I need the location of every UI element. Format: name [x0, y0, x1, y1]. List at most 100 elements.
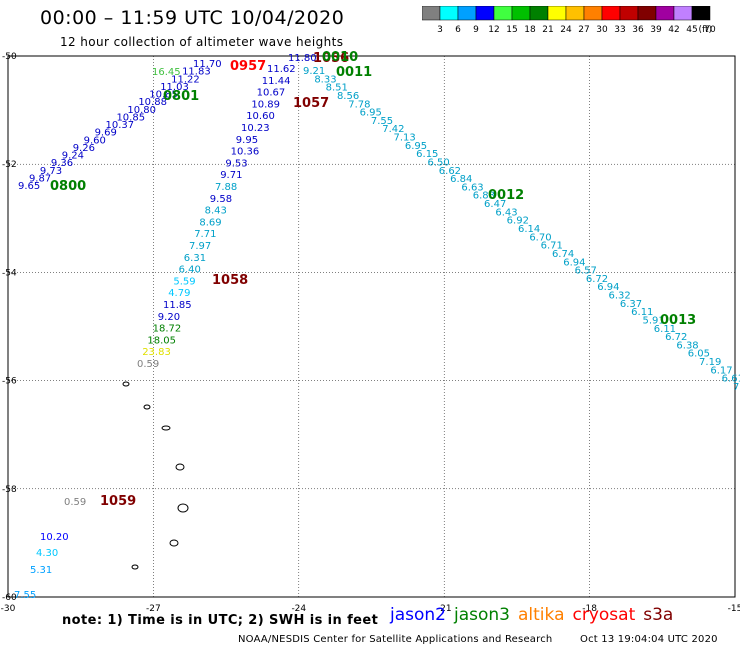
page-title: 00:00 – 11:59 UTC 10/04/2020: [40, 7, 345, 29]
color-tick-label: 21: [542, 25, 553, 35]
credit-line: NOAA/NESDIS Center for Satellite Applica…: [238, 634, 553, 645]
wave-height-value: 8.69: [199, 217, 221, 228]
wave-height-value: 5.31: [30, 565, 52, 576]
wave-height-value: 7.55: [371, 116, 393, 127]
map-frame: [7, 55, 736, 598]
wave-height-value: 8.43: [205, 206, 227, 217]
wave-height-value: 11.03: [160, 82, 189, 93]
wave-height-value: 10.67: [257, 88, 286, 99]
wave-height-value: 10.20: [40, 532, 69, 543]
wave-height-value: 6.84: [450, 174, 472, 185]
wave-height-value: 9.73: [40, 166, 62, 177]
wave-height-value: 5.91: [642, 315, 664, 326]
pass-time-label: 1057: [293, 96, 329, 111]
lat-tick-label: -56: [2, 377, 17, 387]
color-tick-label: 15: [506, 25, 517, 35]
wave-height-value: 11.22: [171, 74, 200, 85]
color-tick-label: 39: [650, 25, 662, 35]
wave-height-value: 8.51: [326, 83, 348, 94]
wave-height-value: 6.95: [360, 108, 382, 119]
wave-height-value: 8.33: [314, 74, 336, 85]
lat-tick-label: -50: [2, 52, 17, 62]
wave-height-value: 6.63: [461, 182, 483, 193]
pass-time-label: 0800: [50, 179, 86, 194]
wave-height-value: 11.85: [163, 300, 192, 311]
wave-height-value: 18.05: [147, 335, 176, 346]
wave-height-value: 6.05: [688, 349, 710, 360]
wave-height-value: 9.24: [62, 151, 84, 162]
wave-height-value: 9.36: [51, 158, 73, 169]
wave-height-value: 23.83: [142, 347, 171, 358]
wave-height-value: 9.87: [29, 173, 51, 184]
wave-height-value: 10.23: [241, 123, 270, 134]
wave-height-value: 16.45: [152, 67, 181, 78]
pass-time-label: 0957: [230, 59, 266, 74]
color-tick-label: 24: [560, 25, 572, 35]
wave-height-value: 6.17: [710, 365, 732, 376]
pass-time-label: 0010: [322, 50, 358, 65]
wave-height-value: 6.61: [722, 374, 740, 385]
wave-height-value: 10.36: [231, 147, 260, 158]
lat-tick-label: -60: [2, 593, 17, 603]
wave-height-value: 18.72: [153, 324, 182, 335]
wave-height-value: 6.72: [586, 274, 608, 285]
color-tick-label: 70: [704, 25, 716, 35]
pass-time-label: 1059: [100, 494, 136, 509]
wave-height-value: 9.60: [84, 135, 106, 146]
wave-height-value: 9.58: [210, 194, 232, 205]
wave-height-value: 6.94: [597, 282, 619, 293]
wave-height-value: 9.69: [95, 128, 117, 139]
wave-height-value: 6.14: [518, 224, 540, 235]
wave-height-value: 7.19: [699, 357, 721, 368]
wave-height-value: 7.78: [348, 99, 370, 110]
island-outline: [169, 539, 179, 547]
wave-height-value: 6.83: [473, 191, 495, 202]
wave-height-value: 7.88: [215, 182, 237, 193]
satellite-legend-jason2: jason2: [390, 605, 446, 625]
wave-height-value: 6.32: [609, 291, 631, 302]
wave-height-value: 6.11: [654, 324, 676, 335]
wave-height-value: 11.62: [267, 64, 296, 75]
wave-height-value: 6.43: [495, 207, 517, 218]
wave-height-value: 6.92: [507, 216, 529, 227]
satellite-legend-s3a: s3a: [643, 605, 674, 625]
color-tick-label: 45: [686, 25, 697, 35]
wave-height-value: 10.80: [127, 105, 156, 116]
color-tick-label: 33: [614, 25, 625, 35]
wave-height-value: 9.71: [220, 170, 242, 181]
pass-time-label: 0011: [336, 65, 372, 80]
color-tick-label: 36: [632, 25, 644, 35]
wave-height-value: 7.1: [733, 382, 740, 393]
wave-height-value: 6.94: [563, 257, 585, 268]
wave-height-value: 6.37: [620, 299, 642, 310]
wave-height-value: 11.80: [288, 53, 317, 64]
color-tick-label: 30: [596, 25, 608, 35]
wave-height-value: 9.20: [158, 312, 180, 323]
wave-height-value: 0.59: [137, 359, 159, 370]
wave-height-value: 6.70: [529, 232, 551, 243]
wave-height-value: 7.13: [394, 133, 416, 144]
pass-time-label: 1056: [313, 51, 349, 66]
wave-height-value: 5.59: [173, 276, 195, 287]
island-outline: [175, 463, 185, 471]
wave-height-value: 11.83: [182, 67, 211, 78]
island-outline: [177, 503, 189, 513]
color-tick-label: 12: [488, 25, 499, 35]
pass-time-label: 0012: [488, 188, 524, 203]
color-unit-label: (ft): [698, 25, 712, 35]
wave-height-value: 11.44: [262, 76, 291, 87]
wave-height-value: 6.57: [575, 266, 597, 277]
lon-tick-label: -27: [146, 604, 161, 614]
pass-time-label: 1058: [212, 273, 248, 288]
color-swatch-70: [691, 6, 711, 21]
color-scale-legend: 3 6 9 12 15 18 21 24 27 30 33 36 39 42 45 70(ft): [422, 6, 716, 35]
wave-height-value: 10.85: [149, 90, 178, 101]
island-outline: [161, 425, 171, 431]
pass-time-label: 0013: [660, 313, 696, 328]
color-tick-label: 3: [437, 25, 443, 35]
island-outline: [143, 404, 151, 410]
lon-tick-label: -18: [582, 604, 597, 614]
wave-height-value: 10.85: [116, 112, 145, 123]
satellite-legend-cryosat: cryosat: [572, 605, 636, 625]
